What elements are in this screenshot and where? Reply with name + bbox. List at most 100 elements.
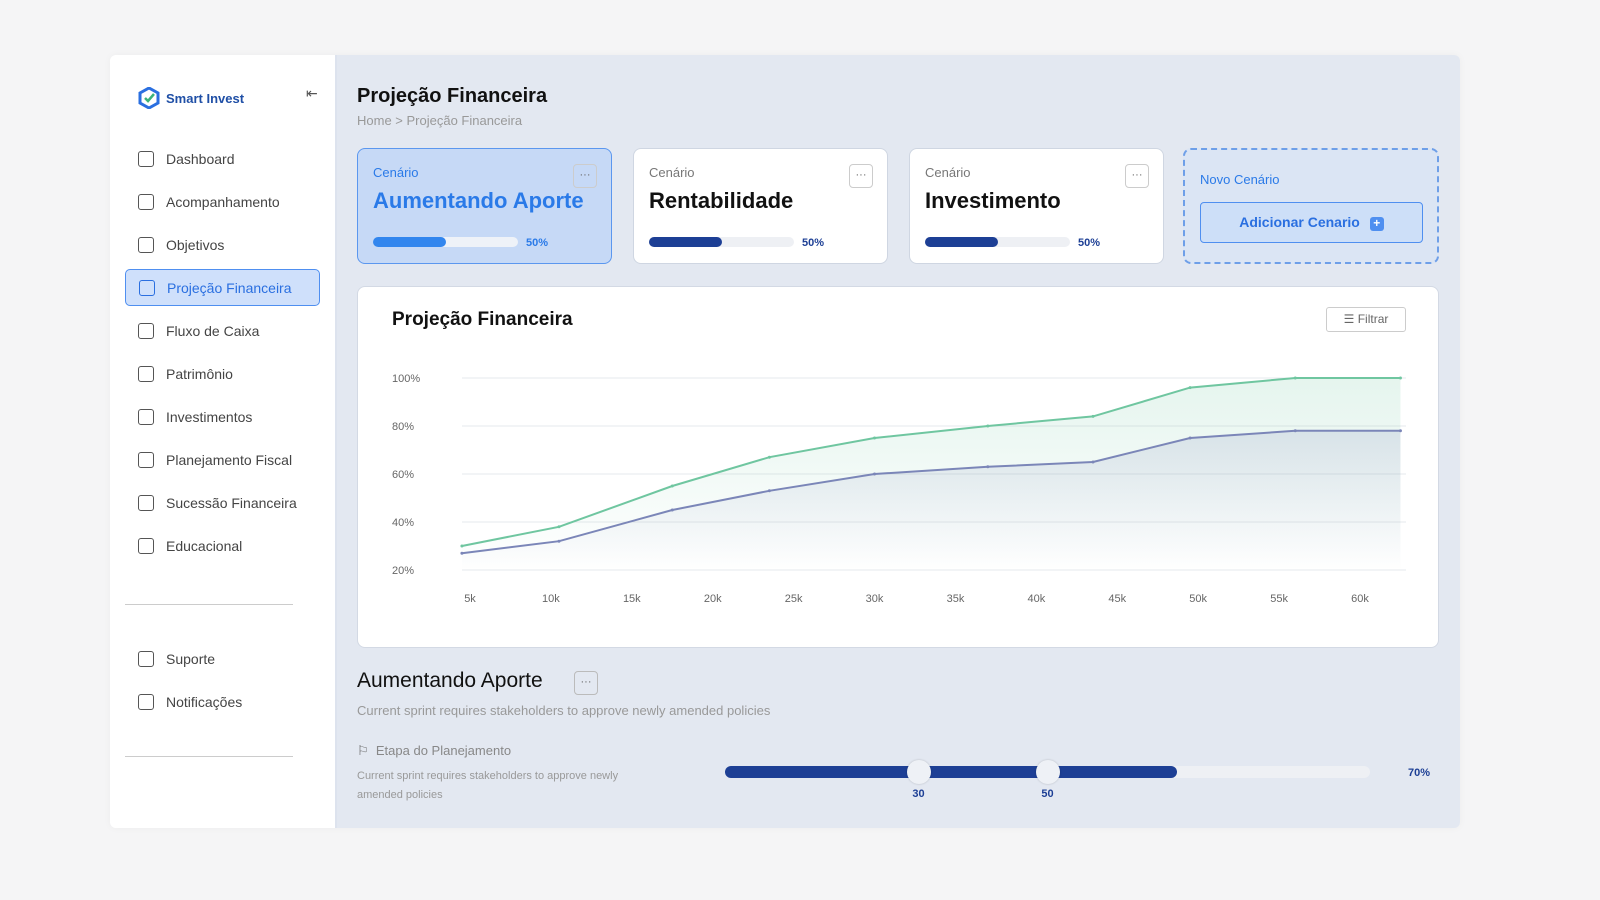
y-tick-label: 80% (392, 421, 414, 433)
sidebar-item-label: Objetivos (166, 236, 225, 253)
sidebar-item-label: Projeção Financeira (167, 279, 292, 296)
acompanhamento-icon (138, 193, 154, 210)
series-line-green (461, 377, 1401, 547)
new-scenario-label: Novo Cenário (1200, 172, 1280, 187)
card-label: Cenário (649, 165, 695, 180)
chart-panel: Projeção Financeira ☰ Filtrar 100% 80% 60%… (357, 286, 1439, 648)
card-more-button[interactable]: ··· (1125, 164, 1149, 188)
sidebar-item-label: Acompanhamento (166, 193, 280, 210)
app-window: Smart Invest ⇤ Dashboard Acompanhamento Ob… (110, 55, 1460, 828)
sidebar-item-label: Investimentos (166, 408, 253, 425)
data-point-blue (670, 508, 674, 512)
sidebar-item-patrimonio[interactable]: Patrimônio (125, 355, 320, 392)
breadcrumb[interactable]: Home > Projeção Financeira (357, 113, 523, 128)
sidebar-item-label: Sucessão Financeira (166, 494, 297, 511)
x-tick-label: 45k (1108, 593, 1126, 605)
data-point-green (670, 484, 674, 488)
card-percent: 50% (526, 237, 549, 249)
data-point-blue (1188, 436, 1192, 440)
data-point-blue (986, 465, 990, 469)
sidebar-item-label: Fluxo de Caixa (166, 322, 260, 339)
sidebar-item-label: Suporte (166, 650, 216, 667)
scenario-card-investimento[interactable]: Cenário Investimento ··· 50% (909, 148, 1164, 264)
card-name: Rentabilidade (649, 188, 794, 213)
stage-slider[interactable]: 30 50 (725, 760, 1370, 800)
sidebar-item-investimentos[interactable]: Investimentos (125, 398, 320, 435)
filter-button[interactable]: ☰ Filtrar (1326, 307, 1406, 332)
sidebar-item-planejamento-fiscal[interactable]: Planejamento Fiscal (125, 441, 320, 478)
x-tick-label: 5k (464, 593, 476, 605)
stage-label: ⚐ Etapa do Planejamento (357, 743, 511, 759)
main-content: Projeção Financeira Home > Projeção Fina… (337, 55, 1460, 828)
sidebar-item-notificacoes[interactable]: Notificações (125, 683, 320, 720)
card-progress-bar (373, 237, 518, 247)
scenario-title: Aumentando Aporte (357, 669, 543, 692)
progress-fill (373, 237, 446, 247)
stage-label-text: Etapa do Planejamento (375, 743, 512, 758)
data-point-green (1091, 414, 1095, 418)
card-more-button[interactable]: ··· (849, 164, 873, 188)
data-point-blue (557, 539, 561, 543)
series-line-blue (461, 429, 1401, 555)
line-chart: 100% 80% 60% 40% 20% 5k 10k 15k 20k 25k 30k 35k 40k 4… (392, 373, 1406, 605)
sidebar-item-suporte[interactable]: Suporte (125, 640, 320, 677)
slider-handle-label: 50 (1041, 788, 1054, 800)
logo-icon (138, 87, 160, 109)
collapse-sidebar-icon[interactable]: ⇤ (306, 85, 318, 101)
card-name: Aumentando Aporte (373, 188, 584, 213)
slider-handle[interactable] (1035, 760, 1060, 784)
data-point-green (767, 455, 771, 459)
sidebar-item-educacional[interactable]: Educacional (125, 527, 320, 564)
sidebar: Smart Invest ⇤ Dashboard Acompanhamento Ob… (110, 55, 337, 828)
scenario-card-rentabilidade[interactable]: Cenário Rentabilidade ··· 50% (633, 148, 888, 264)
sidebar-item-objetivos[interactable]: Objetivos (125, 226, 320, 263)
new-scenario-card: Novo Cenário Adicionar Cenario + (1183, 148, 1439, 264)
sidebar-item-projecao-financeira[interactable]: Projeção Financeira (125, 269, 320, 306)
logo[interactable]: Smart Invest (138, 87, 244, 109)
projecao-financeira-icon (139, 279, 155, 296)
card-label: Cenário (373, 165, 419, 180)
data-point-green (1188, 386, 1192, 390)
stage-description: Current sprint requires stakeholders to … (357, 770, 619, 801)
y-tick-label: 60% (392, 469, 414, 481)
app-name: Smart Invest (166, 90, 245, 106)
sidebar-item-label: Notificações (166, 693, 243, 710)
sidebar-item-label: Planejamento Fiscal (166, 451, 293, 468)
flag-icon: ⚐ (357, 743, 369, 758)
card-progress-bar (649, 237, 794, 247)
data-point-green (1398, 376, 1402, 380)
scenario-description: Current sprint requires stakeholders to … (357, 703, 771, 718)
add-scenario-button[interactable]: Adicionar Cenario + (1200, 202, 1423, 243)
x-tick-label: 55k (1270, 593, 1288, 605)
data-point-green (1293, 376, 1297, 380)
x-tick-label: 15k (623, 593, 641, 605)
dashboard-icon (138, 150, 154, 167)
scenario-card-aumentando-aporte[interactable]: Cenário Aumentando Aporte ··· 50% (357, 148, 612, 264)
x-tick-label: 35k (947, 593, 965, 605)
data-point-blue (460, 551, 464, 555)
sidebar-item-fluxo-de-caixa[interactable]: Fluxo de Caixa (125, 312, 320, 349)
educacional-icon (138, 537, 154, 554)
chart-title: Projeção Financeira (392, 309, 573, 330)
progress-fill (925, 237, 998, 247)
data-point-blue (1293, 429, 1297, 433)
x-tick-label: 10k (542, 593, 560, 605)
sidebar-item-dashboard[interactable]: Dashboard (125, 140, 320, 177)
divider (125, 604, 293, 605)
sidebar-item-label: Dashboard (166, 150, 235, 167)
data-point-blue (873, 472, 877, 476)
card-label: Cenário (925, 165, 971, 180)
add-scenario-label: Adicionar Cenario (1239, 214, 1360, 230)
sidebar-item-acompanhamento[interactable]: Acompanhamento (125, 183, 320, 220)
scenario-more-button[interactable]: ··· (574, 671, 598, 695)
x-tick-label: 25k (785, 593, 803, 605)
sidebar-item-sucessao-financeira[interactable]: Sucessão Financeira (125, 484, 320, 521)
x-tick-label: 50k (1189, 593, 1207, 605)
slider-handle[interactable] (906, 760, 931, 784)
sucessao-financeira-icon (138, 494, 154, 511)
patrimonio-icon (138, 365, 154, 382)
card-more-button[interactable]: ··· (573, 164, 597, 188)
divider (125, 756, 293, 757)
fluxo-de-caixa-icon (138, 322, 154, 339)
slider-fill (725, 766, 1177, 778)
